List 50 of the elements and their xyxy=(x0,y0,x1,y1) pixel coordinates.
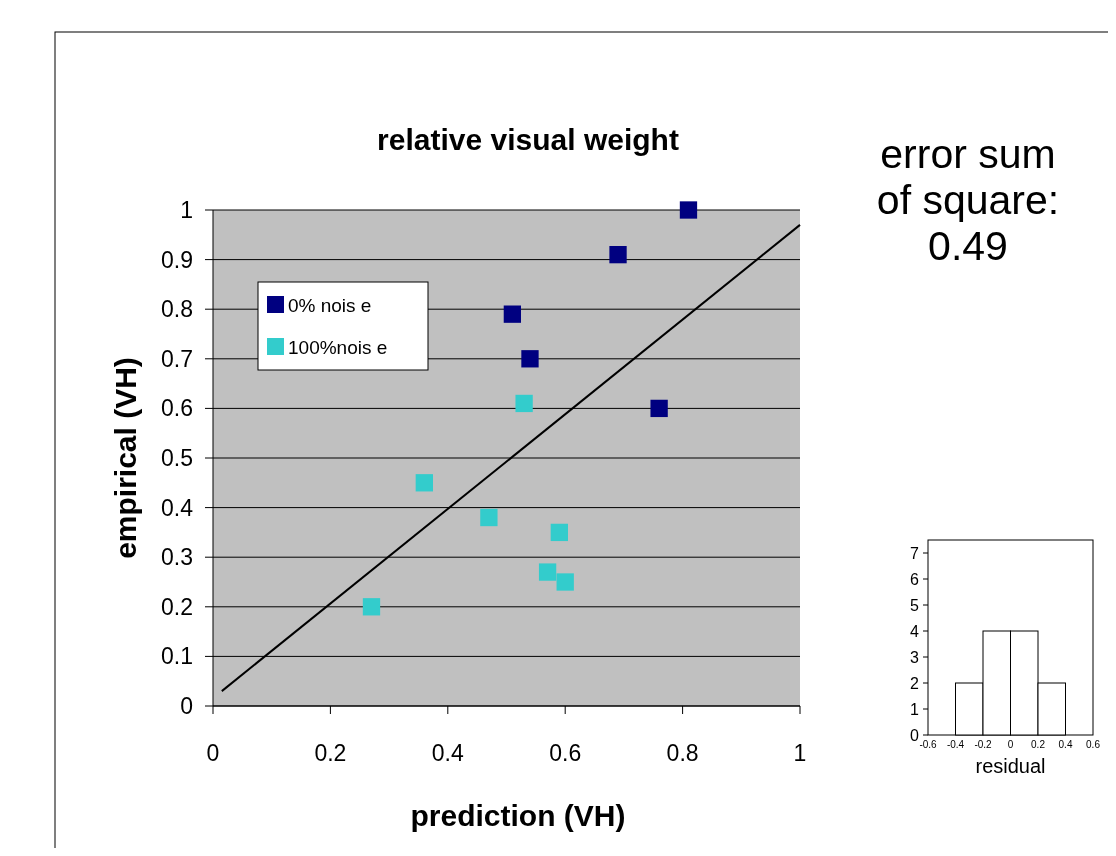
y-tick-label: 0.2 xyxy=(161,593,193,620)
y-tick-label: 4 xyxy=(910,623,920,640)
point xyxy=(550,523,568,542)
point xyxy=(362,598,381,616)
legend-label: 0% nois e xyxy=(288,295,372,316)
y-tick-label: 1 xyxy=(180,197,193,223)
y-tick-label: 0.9 xyxy=(161,246,193,273)
y-tick-label: 0 xyxy=(180,693,193,719)
point xyxy=(679,201,698,219)
y-tick-label: 0.1 xyxy=(161,643,193,670)
y-tick-label: 0.5 xyxy=(161,445,193,471)
x-tick-label: 0.2 xyxy=(1031,739,1046,750)
chart-title: relative visual weight xyxy=(377,123,679,156)
x-tick-label: 0.4 xyxy=(431,740,464,766)
y-tick-label: 2 xyxy=(910,675,920,692)
y-tick-label: 6 xyxy=(910,571,920,588)
point xyxy=(515,394,533,413)
x-tick-label: 1 xyxy=(793,740,807,766)
legend-label: 100%nois e xyxy=(288,337,388,358)
point xyxy=(521,350,539,368)
x-axis-title: residual xyxy=(975,755,1046,777)
point xyxy=(609,245,627,264)
point xyxy=(538,563,557,581)
point xyxy=(503,305,522,323)
y-tick-label: 0.8 xyxy=(161,296,193,323)
point xyxy=(415,474,433,492)
x-tick-label: 0.6 xyxy=(549,740,582,766)
point xyxy=(556,573,574,591)
text: error sum of square: 0.49 xyxy=(876,131,1060,269)
x-tick-label: -0.4 xyxy=(946,739,965,750)
y-tick-label: 5 xyxy=(910,597,920,614)
y-tick-label: 0.3 xyxy=(161,544,193,571)
point xyxy=(650,399,668,418)
x-tick-label: 0.8 xyxy=(666,740,699,766)
y-tick-label: 0.6 xyxy=(161,395,193,422)
y-tick-label: 0.7 xyxy=(161,345,193,372)
x-tick-label: 0 xyxy=(206,740,220,766)
x-tick-label: 0.6 xyxy=(1086,739,1101,750)
y-tick-label: 0.4 xyxy=(161,494,194,521)
point xyxy=(480,508,498,527)
x-tick-label: 0.2 xyxy=(314,740,347,766)
x-axis-title: prediction (VH) xyxy=(410,799,626,832)
y-tick-label: 1 xyxy=(910,701,920,718)
y-axis-title: empirical (VH) xyxy=(109,357,142,559)
y-tick-label: 3 xyxy=(910,649,920,666)
y-tick-label: 7 xyxy=(910,545,920,562)
x-tick-label: 0 xyxy=(1007,739,1014,750)
x-tick-label: 0.4 xyxy=(1058,739,1073,750)
x-tick-label: -0.2 xyxy=(974,739,993,750)
x-tick-label: -0.6 xyxy=(919,739,938,750)
